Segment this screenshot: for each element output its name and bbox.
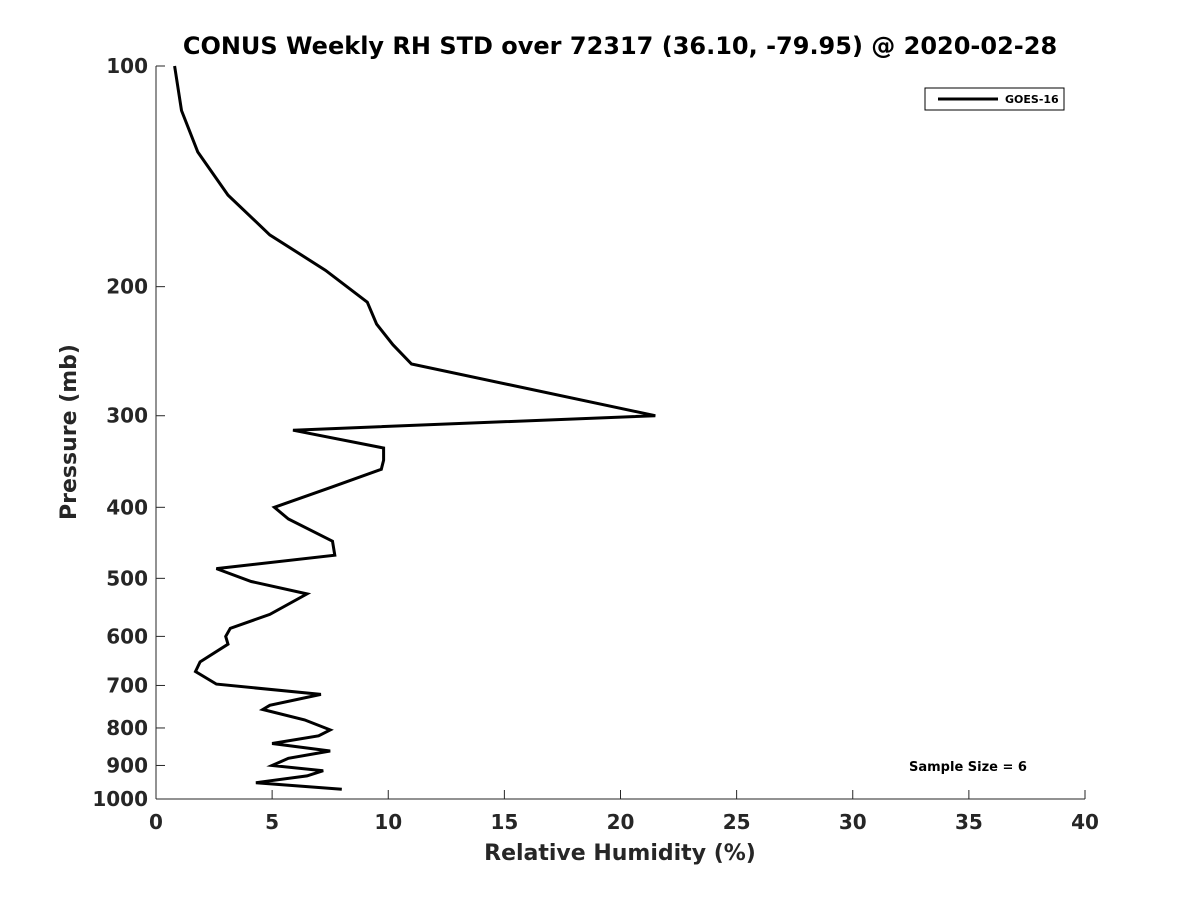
x-tick-label: 40 xyxy=(1071,810,1099,834)
x-tick-label: 5 xyxy=(265,810,279,834)
x-tick-label: 35 xyxy=(955,810,983,834)
x-tick-label: 30 xyxy=(839,810,867,834)
series-layer xyxy=(173,65,656,791)
x-tick-label: 10 xyxy=(374,810,402,834)
x-axis-label: Relative Humidity (%) xyxy=(484,841,756,866)
y-tick-label: 100 xyxy=(106,54,148,78)
series-line-goes-16 xyxy=(173,65,656,791)
y-tick-label: 900 xyxy=(106,753,148,777)
y-tick-label: 800 xyxy=(106,716,148,740)
y-tick-label: 200 xyxy=(106,275,148,299)
legend: GOES-16 xyxy=(924,87,1065,111)
y-tick-label: 300 xyxy=(106,404,148,428)
chart-title: CONUS Weekly RH STD over 72317 (36.10, -… xyxy=(183,32,1057,60)
legend-label-goes-16: GOES-16 xyxy=(1005,93,1059,106)
y-tick-label: 1000 xyxy=(92,787,148,811)
y-tick-label: 500 xyxy=(106,566,148,590)
x-tick-label: 0 xyxy=(149,810,163,834)
plot-area: 0 5 10 15 20 25 30 35 40 100 200 300 400 500 600 700 80… xyxy=(92,54,1099,834)
y-tick-label: 400 xyxy=(106,495,148,519)
x-tick-label: 20 xyxy=(607,810,635,834)
y-tick-label: 700 xyxy=(106,673,148,697)
x-ticks: 0 5 10 15 20 25 30 35 40 xyxy=(149,790,1099,834)
y-ticks: 100 200 300 400 500 600 700 800 900 1000 xyxy=(92,54,165,811)
x-tick-label: 15 xyxy=(490,810,518,834)
sample-size-annotation: Sample Size = 6 xyxy=(909,760,1027,775)
x-tick-label: 25 xyxy=(723,810,751,834)
y-tick-label: 600 xyxy=(106,624,148,648)
y-axis-label: Pressure (mb) xyxy=(57,344,82,520)
